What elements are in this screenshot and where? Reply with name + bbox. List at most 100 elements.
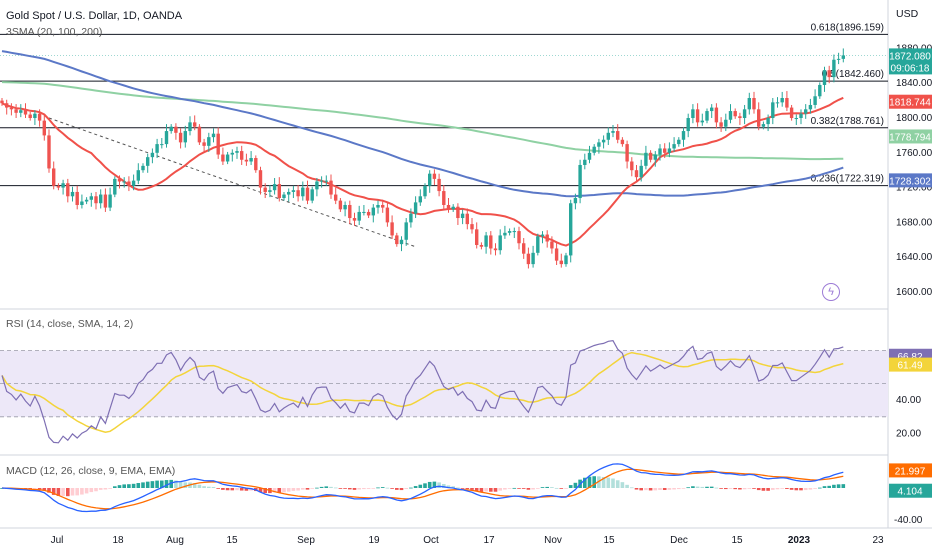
candle-body <box>94 196 98 204</box>
macd-histogram-bar <box>324 486 329 488</box>
macd-histogram-bar <box>371 488 376 489</box>
candle-body <box>362 211 366 213</box>
candle-body <box>42 120 46 136</box>
candle-body <box>263 187 267 192</box>
macd-badge-text: 4.104 <box>897 487 922 498</box>
macd-histogram-bar <box>338 488 343 489</box>
macd-pane <box>0 463 846 513</box>
candle-body <box>526 253 531 265</box>
macd-histogram-bar <box>47 488 51 493</box>
macd-histogram-bar <box>56 488 61 497</box>
macd-histogram-bar <box>296 488 300 491</box>
candle-body <box>540 234 545 237</box>
candle-body <box>587 152 592 160</box>
macd-histogram-bar <box>329 486 333 488</box>
candle-body <box>446 204 451 210</box>
candle-body <box>724 119 728 127</box>
macd-histogram-bar <box>413 486 418 488</box>
candle-body <box>75 191 79 205</box>
macd-legend[interactable]: MACD (12, 26, close, 9, EMA, EMA) <box>6 465 176 477</box>
macd-histogram-bar <box>465 488 470 490</box>
candle-body <box>484 235 488 247</box>
macd-histogram-bar <box>418 484 423 488</box>
candle-body <box>489 235 493 249</box>
candle-body <box>766 118 770 125</box>
candle-body <box>84 199 89 202</box>
macd-histogram-bar <box>131 483 136 488</box>
macd-histogram-bar <box>442 483 446 488</box>
candle-body <box>564 255 568 265</box>
macd-histogram-bar <box>136 483 141 488</box>
candle-body <box>554 248 559 261</box>
macd-histogram-bar <box>818 487 822 489</box>
macd-histogram-bar <box>474 488 479 492</box>
time-tick-label: 23 <box>872 535 884 546</box>
candle-body <box>409 213 413 223</box>
candle-body <box>583 159 587 165</box>
candle-body <box>390 222 394 236</box>
candle-body <box>832 59 836 78</box>
candle-body <box>28 114 32 119</box>
trend-line <box>48 117 416 248</box>
macd-histogram-bar <box>771 488 775 490</box>
candle-body <box>507 231 512 233</box>
macd-histogram-bar <box>150 481 155 488</box>
macd-histogram-bar <box>291 488 296 491</box>
macd-histogram-bar <box>672 488 676 490</box>
candle-body <box>258 170 263 188</box>
macd-histogram-bar <box>230 488 235 491</box>
candle-body <box>432 173 437 179</box>
chart-title: Gold Spot / U.S. Dollar, 1D, OANDA <box>6 10 183 22</box>
candle-body <box>23 110 28 115</box>
macd-histogram-bar <box>141 482 145 488</box>
price-tick-label: 1760.00 <box>896 148 932 159</box>
candle-body <box>183 131 187 143</box>
candle-body <box>714 107 719 123</box>
candle-body <box>442 191 446 205</box>
macd-histogram-bar <box>521 488 526 489</box>
macd-histogram-bar <box>813 488 817 489</box>
time-tick-label: 2023 <box>788 535 811 546</box>
candle-body <box>268 190 272 192</box>
candle-body <box>19 110 23 113</box>
macd-histogram-bar <box>399 488 404 491</box>
macd-histogram-bar <box>357 488 361 490</box>
sma-legend[interactable]: 3SMA (20, 100, 200) <box>6 26 103 38</box>
candle-body <box>216 133 220 155</box>
macd-histogram-bar <box>122 484 126 488</box>
macd-histogram-bar <box>630 487 634 489</box>
macd-histogram-bar <box>573 482 578 488</box>
macd-histogram-bar <box>451 486 455 488</box>
candle-body <box>658 148 662 155</box>
candle-body <box>531 252 535 265</box>
candle-body <box>616 131 620 140</box>
macd-histogram-bar <box>836 484 841 488</box>
macd-histogram-bar <box>470 488 474 490</box>
macd-histogram-bar <box>512 487 517 489</box>
last-price-badge-text: 09:06:18 <box>891 63 930 74</box>
macd-histogram-bar <box>832 484 836 488</box>
macd-histogram-bar <box>164 480 169 488</box>
candle-body <box>282 194 286 199</box>
time-tick-label: Dec <box>670 535 688 546</box>
time-tick-label: 15 <box>226 535 238 546</box>
candle-body <box>738 116 742 119</box>
candle-body <box>141 165 145 171</box>
macd-histogram-bar <box>94 488 98 492</box>
candle-body <box>381 204 385 208</box>
candle-body <box>315 181 319 190</box>
flash-icon[interactable]: ϟ <box>822 283 840 301</box>
rsi-legend[interactable]: RSI (14, close, SMA, 14, 2) <box>6 318 134 330</box>
candle-body <box>9 107 14 110</box>
rsi-line <box>1 340 844 444</box>
candle-body <box>451 206 455 210</box>
macd-histogram-bar <box>789 488 794 490</box>
candle-body <box>0 100 4 104</box>
candle-body <box>757 109 761 127</box>
macd-histogram-bar <box>691 486 695 488</box>
macd-histogram-bar <box>117 485 122 488</box>
candle-body <box>272 184 277 191</box>
macd-histogram-bar <box>42 488 47 491</box>
sma-badge <box>889 94 932 109</box>
